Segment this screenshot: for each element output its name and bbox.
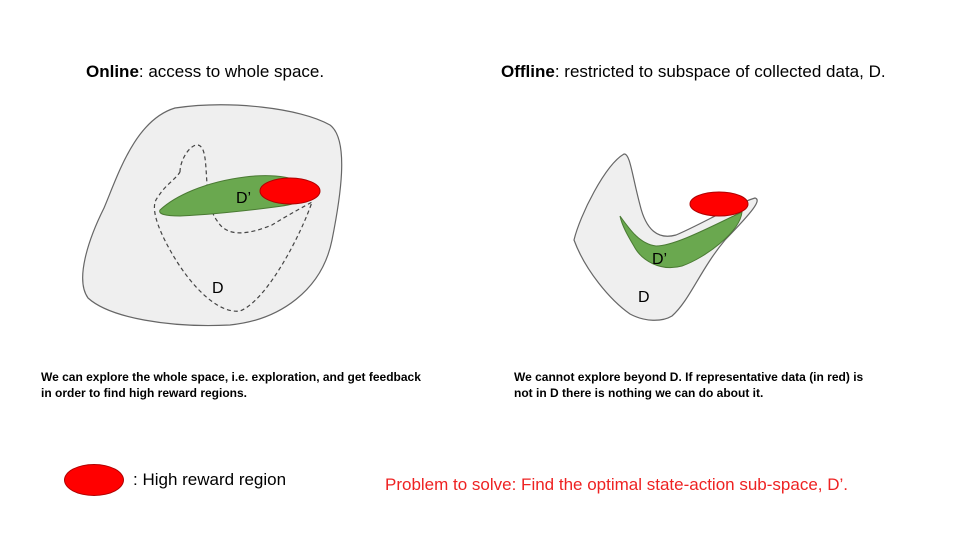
offline-subspace-dprime [619,211,743,268]
online-dataset-d-boundary [153,144,314,312]
offline-title: Offline: restricted to subspace of colle… [501,62,886,82]
online-title-bold: Online [86,62,139,81]
online-label-dprime: D’ [236,190,251,207]
offline-dataset-d [573,153,758,321]
offline-title-rest: : restricted to subspace of collected da… [554,62,886,81]
legend-label: : High reward region [133,470,287,489]
problem-statement: Problem to solve: Find the optimal state… [385,475,848,494]
online-title-rest: : access to whole space. [138,62,325,81]
online-caption: We can explore the whole space, i.e. exp… [41,370,421,400]
offline-label-d: D [638,289,650,306]
offline-title-bold: Offline [501,62,555,81]
legend-high-reward-swatch [64,464,124,496]
offline-label-dprime: D’ [652,251,667,268]
online-title: Online: access to whole space. [86,62,324,82]
online-whole-space [82,104,343,327]
online-diagram: D’ D [82,104,343,327]
offline-diagram: D’ D [573,153,758,321]
online-label-d: D [212,280,224,297]
offline-caption: We cannot explore beyond D. If represent… [514,370,864,400]
online-high-reward-region [259,177,321,205]
offline-high-reward-region [689,191,749,217]
